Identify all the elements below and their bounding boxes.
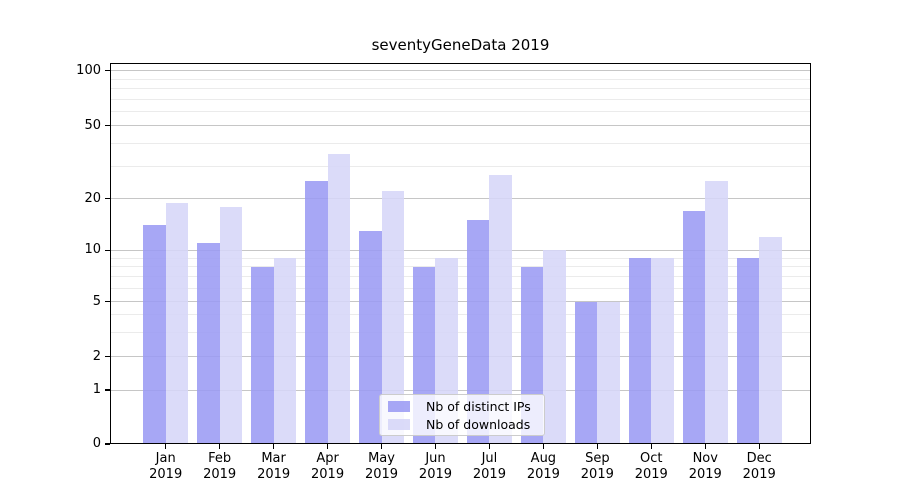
gridline-minor-40 xyxy=(111,142,810,144)
y-tick-20 xyxy=(105,198,110,200)
gridline-major-1 xyxy=(111,389,810,391)
bar-distinct-ips-mar xyxy=(251,266,274,444)
bar-distinct-ips-oct xyxy=(628,258,652,444)
gridline-minor-7 xyxy=(111,276,810,278)
gridline-minor-90 xyxy=(111,78,810,80)
x-tick-label-aug: Aug 2019 xyxy=(526,451,560,482)
x-tick-jan xyxy=(165,444,167,449)
x-tick-mar xyxy=(272,444,275,449)
gridline-major-5 xyxy=(111,301,810,302)
legend-label-downloads: Nb of downloads xyxy=(426,416,531,432)
bar-downloads-nov xyxy=(705,180,728,444)
bar-distinct-ips-may xyxy=(359,230,382,444)
bar-distinct-ips-apr xyxy=(305,180,328,444)
gridline-major-20 xyxy=(111,198,810,200)
x-tick-nov xyxy=(704,444,706,449)
bar-distinct-ips-jul xyxy=(466,220,490,444)
y-tick-0 xyxy=(105,443,110,445)
x-tick-label-sep: Sep 2019 xyxy=(580,451,614,482)
x-tick-aug xyxy=(542,444,545,449)
bar-distinct-ips-dec xyxy=(736,258,760,444)
gridline-major-100 xyxy=(111,70,810,72)
y-tick-5 xyxy=(105,300,110,303)
y-tick-label-50: 50 xyxy=(84,117,101,133)
y-tick-1 xyxy=(105,389,110,391)
bar-downloads-sep xyxy=(597,301,620,444)
legend: Nb of distinct IPs Nb of downloads xyxy=(379,394,545,436)
chart-title: seventyGeneData 2019 xyxy=(371,36,550,54)
y-tick-label-20: 20 xyxy=(84,190,101,206)
legend-item-distinct-ips: Nb of distinct IPs xyxy=(388,397,536,415)
y-tick-label-2: 2 xyxy=(92,348,101,364)
x-tick-label-jan: Jan 2019 xyxy=(149,451,183,482)
bar-distinct-ips-feb xyxy=(197,243,220,444)
x-tick-label-mar: Mar 2019 xyxy=(257,451,291,482)
bar-downloads-may xyxy=(381,191,405,444)
x-tick-feb xyxy=(219,444,221,449)
y-tick-10 xyxy=(105,249,110,251)
bar-distinct-ips-jan xyxy=(143,225,166,444)
x-tick-jun xyxy=(434,444,437,449)
bar-downloads-feb xyxy=(219,206,243,444)
gridline-major-50 xyxy=(111,125,810,127)
bar-distinct-ips-nov xyxy=(682,210,706,444)
x-tick-label-nov: Nov 2019 xyxy=(688,451,722,482)
gridline-minor-3 xyxy=(111,331,810,333)
gridline-major-2 xyxy=(111,356,810,357)
x-tick-jul xyxy=(488,444,491,449)
y-tick-label-10: 10 xyxy=(84,242,101,258)
bar-distinct-ips-sep xyxy=(574,301,598,444)
y-tick-2 xyxy=(105,355,110,358)
gridline-minor-30 xyxy=(111,165,810,167)
x-tick-label-oct: Oct 2019 xyxy=(634,451,668,482)
bar-downloads-jan xyxy=(165,202,189,444)
gridline-minor-8 xyxy=(111,266,810,268)
gridline-minor-70 xyxy=(111,98,810,100)
legend-item-downloads: Nb of downloads xyxy=(388,415,536,433)
legend-label-distinct-ips: Nb of distinct IPs xyxy=(426,398,531,414)
bar-downloads-jul xyxy=(489,174,512,444)
legend-swatch-distinct-ips xyxy=(388,400,410,412)
bar-downloads-mar xyxy=(273,258,297,444)
y-tick-label-1: 1 xyxy=(92,382,101,397)
bar-downloads-oct xyxy=(651,258,674,444)
y-tick-label-100: 100 xyxy=(76,62,101,78)
bar-downloads-aug xyxy=(543,250,566,444)
x-tick-label-feb: Feb 2019 xyxy=(203,451,237,482)
y-tick-label-0: 0 xyxy=(92,436,101,451)
gridline-minor-80 xyxy=(111,87,810,89)
gridline-minor-6 xyxy=(111,287,810,289)
x-tick-may xyxy=(380,444,383,449)
x-tick-label-jun: Jun 2019 xyxy=(418,451,453,482)
gridline-major-10 xyxy=(111,249,810,251)
x-tick-label-dec: Dec 2019 xyxy=(742,451,776,482)
x-tick-label-apr: Apr 2019 xyxy=(311,451,345,482)
bar-downloads-apr xyxy=(327,154,351,444)
x-tick-oct xyxy=(650,444,652,449)
x-tick-sep xyxy=(596,444,598,449)
x-tick-label-jul: Jul 2019 xyxy=(472,451,506,482)
legend-swatch-downloads xyxy=(388,418,410,430)
gridline-minor-4 xyxy=(111,314,810,316)
y-tick-label-5: 5 xyxy=(92,293,101,309)
x-tick-label-may: May 2019 xyxy=(364,451,399,482)
gridline-minor-60 xyxy=(111,110,810,112)
y-tick-100 xyxy=(105,70,110,72)
x-tick-apr xyxy=(326,444,329,449)
gridline-minor-9 xyxy=(111,257,810,259)
x-tick-dec xyxy=(758,444,760,449)
bar-downloads-dec xyxy=(759,236,782,444)
y-tick-50 xyxy=(105,125,110,127)
